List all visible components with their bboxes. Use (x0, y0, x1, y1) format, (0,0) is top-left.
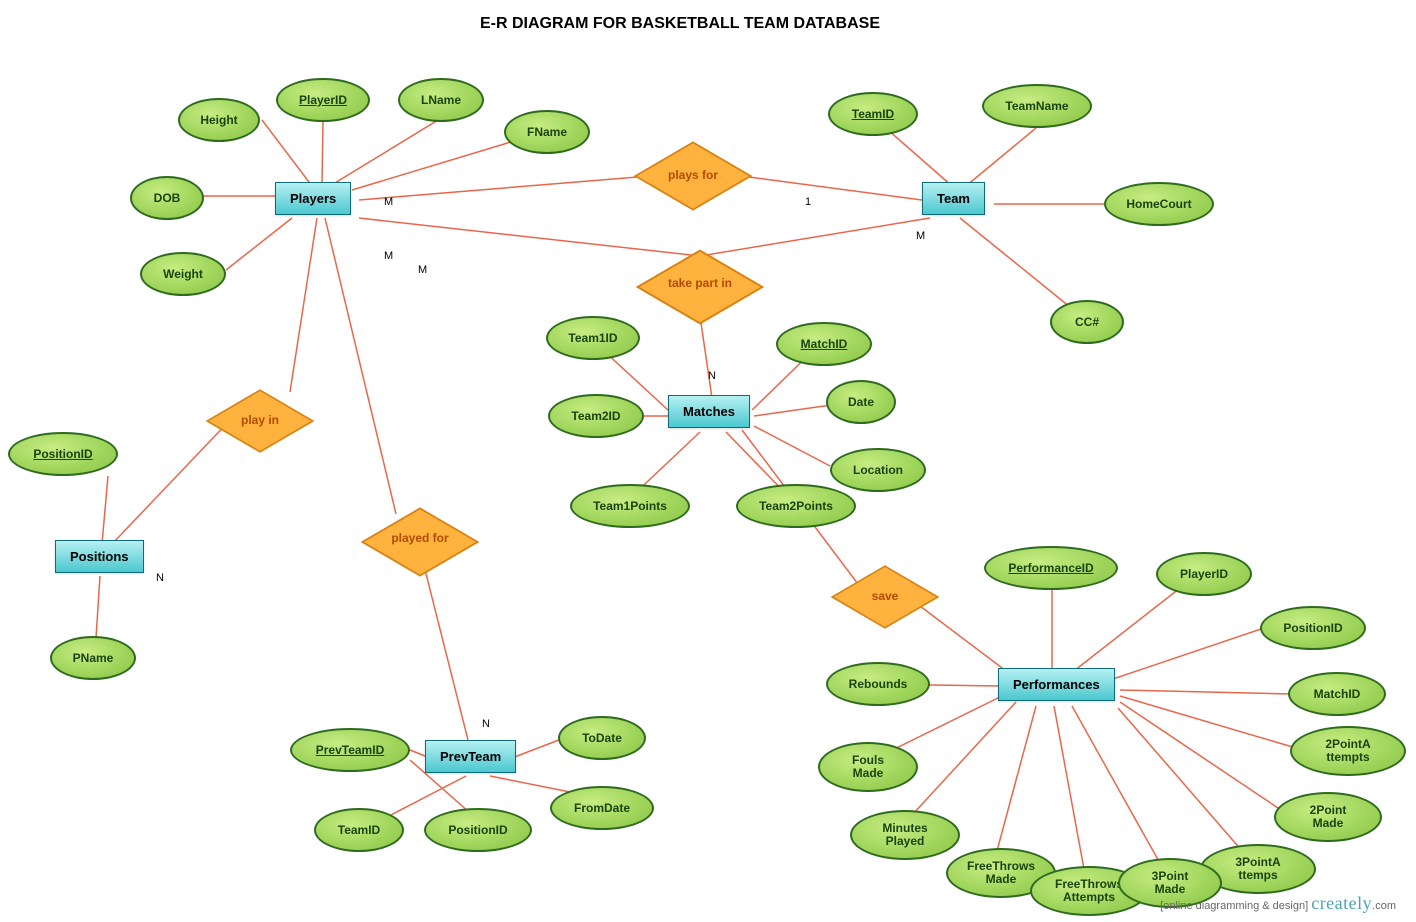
attr-matchid: MatchID (776, 322, 872, 366)
attr-homecourt: HomeCourt (1104, 182, 1214, 226)
attr-fname: FName (504, 110, 590, 154)
attr-height: Height (178, 98, 260, 142)
cardinality: M (418, 264, 427, 276)
attr-date: Date (826, 380, 896, 424)
entity-players: Players (275, 182, 351, 215)
relation-played_for: played for (360, 506, 480, 570)
attr-pt_todate: ToDate (558, 716, 646, 760)
attr-p2attempts: 2PointAttempts (1290, 726, 1406, 776)
attr-cc: CC# (1050, 300, 1124, 344)
attr-lname: LName (398, 78, 484, 122)
attr-perfid: PerformanceID (984, 546, 1118, 590)
cardinality: M (384, 196, 393, 208)
attr-p2made: 2PointMade (1274, 792, 1382, 842)
entity-positions: Positions (55, 540, 144, 573)
attr-p_matchid: MatchID (1288, 672, 1386, 716)
attr-weight: Weight (140, 252, 226, 296)
cardinality: M (916, 230, 925, 242)
attr-p_positionid: PositionID (1260, 606, 1366, 650)
attr-location: Location (830, 448, 926, 492)
credit-suffix: .com (1372, 900, 1396, 912)
attr-team2pts: Team2Points (736, 484, 856, 528)
relation-save: save (830, 564, 940, 628)
cardinality: N (482, 718, 490, 730)
attr-pname: PName (50, 636, 136, 680)
attr-team1id: Team1ID (546, 316, 640, 360)
credit-brand: creately (1311, 893, 1372, 913)
cardinality: M (384, 250, 393, 262)
attr-playerid: PlayerID (276, 78, 370, 122)
entity-matches: Matches (668, 395, 750, 428)
attr-team2id: Team2ID (548, 394, 644, 438)
attr-prevteamid: PrevTeamID (290, 728, 410, 772)
relation-play_in: play in (205, 388, 315, 452)
attr-pt_positionid: PositionID (424, 808, 532, 852)
attr-rebounds: Rebounds (826, 662, 930, 706)
attr-p_playerid: PlayerID (1156, 552, 1252, 596)
credit: [online diagramming & design] creately.c… (1160, 893, 1396, 914)
attr-pt_teamid: TeamID (314, 808, 404, 852)
entity-performances: Performances (998, 668, 1115, 701)
attr-fouls: FoulsMade (818, 742, 918, 792)
attr-teamid: TeamID (828, 92, 918, 136)
credit-prefix: [online diagramming & design] (1160, 900, 1308, 912)
cardinality: 1 (805, 196, 811, 208)
relation-plays_for: plays for (633, 140, 753, 210)
entity-team: Team (922, 182, 985, 215)
attr-minutes: MinutesPlayed (850, 810, 960, 860)
attr-team1pts: Team1Points (570, 484, 690, 528)
er-diagram: E-R DIAGRAM FOR BASKETBALL TEAM DATABASE… (0, 0, 1416, 922)
attr-pt_fromdate: FromDate (550, 786, 654, 830)
attr-positionid: PositionID (8, 432, 118, 476)
relation-take_part: take part in (635, 248, 765, 318)
attr-teamname: TeamName (982, 84, 1092, 128)
cardinality: N (708, 370, 716, 382)
cardinality: N (156, 572, 164, 584)
attr-dob: DOB (130, 176, 204, 220)
diagram-title: E-R DIAGRAM FOR BASKETBALL TEAM DATABASE (480, 15, 880, 33)
entity-prevteam: PrevTeam (425, 740, 516, 773)
